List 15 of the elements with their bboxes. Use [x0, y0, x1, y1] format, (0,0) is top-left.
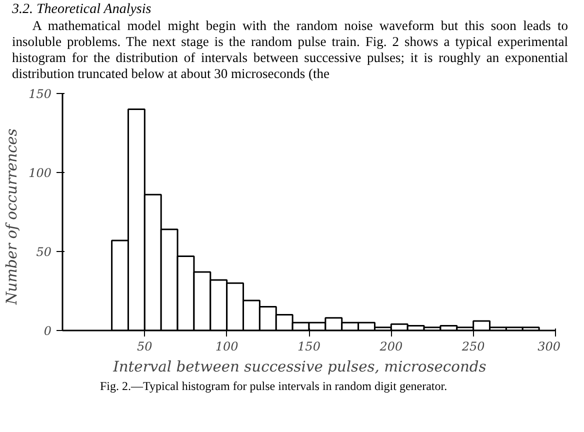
- x-tick-label: 100: [215, 340, 239, 354]
- caption: Fig. 2.—Typical histogram for pulse intervals in random digit generator.: [100, 378, 448, 395]
- x-tick-label: 300: [538, 340, 561, 354]
- y-tick-label: 150: [28, 87, 52, 101]
- y-axis-title: Number of occurrences: [4, 128, 21, 306]
- chart-title: 3.2. Theoretical Analysis: [12, 2, 152, 17]
- x-tick-label: 150: [298, 340, 321, 354]
- x-axis-title: Interval between successive pulses, microseconds: [112, 358, 487, 376]
- y-tick-label: 100: [28, 166, 52, 180]
- x-tick-label: 250: [460, 340, 486, 354]
- text: A mathematical model might begin with the random noise waveform but this soon leads to insoluble problems. The next stage is the random pulse train. Fig. 2 shows a typical experimental histogram for the distribution of intervals between successive pulses; it is roughly an exponential distribution truncated below at about 30 microseconds (the: [12, 18, 568, 82]
- y-tick-label: 50: [36, 245, 52, 259]
- x-tick-label: 50: [137, 340, 153, 354]
- x-tick-label: 200: [378, 340, 403, 354]
- y-tick-label: 0: [44, 324, 52, 338]
